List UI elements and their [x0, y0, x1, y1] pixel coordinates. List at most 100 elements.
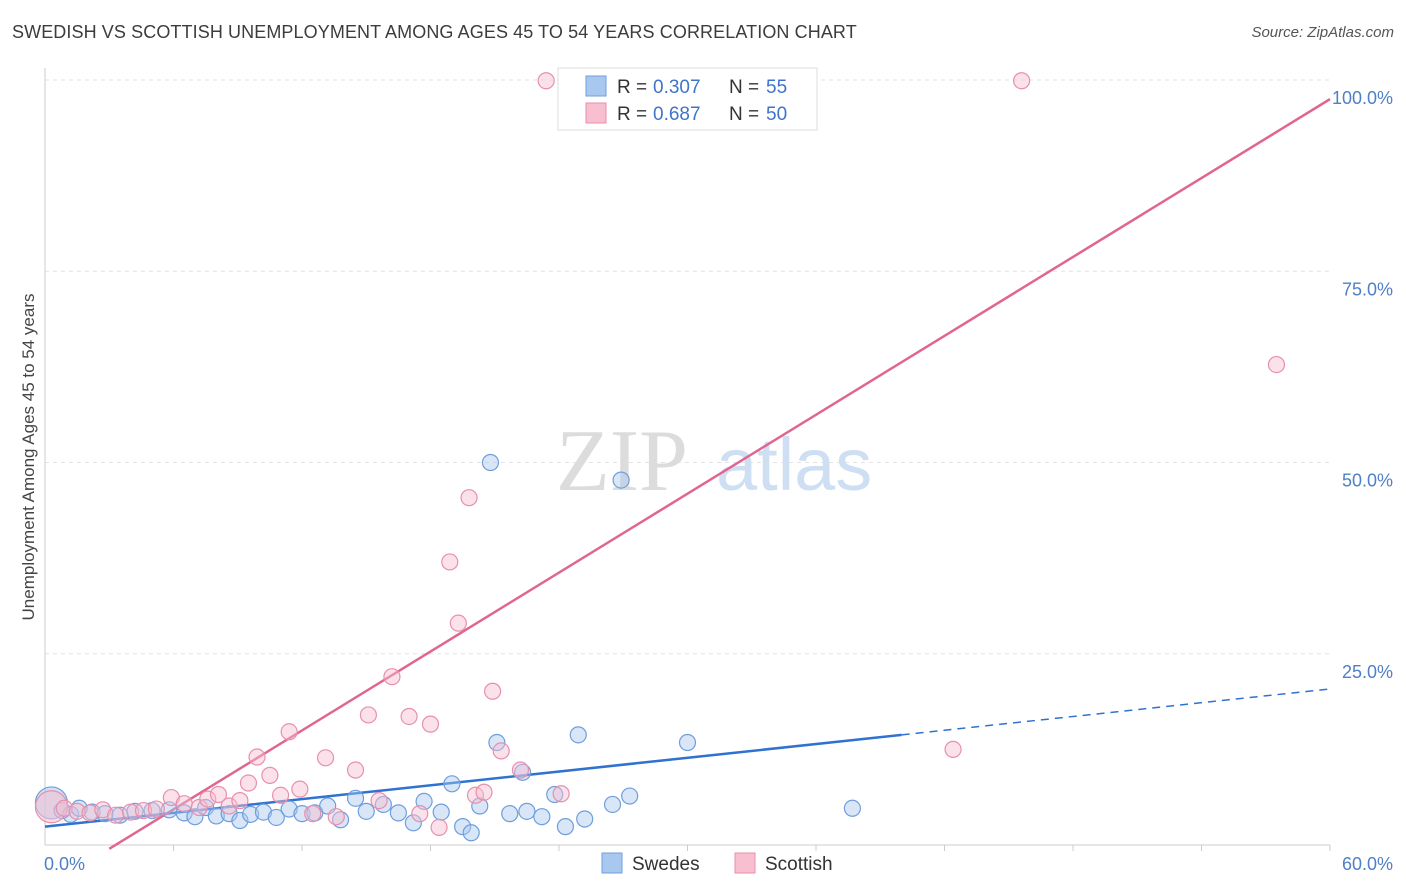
- swedes-point-38: [513, 763, 532, 781]
- points-swedes: [34, 453, 862, 842]
- bottom-legend-swatch-swedes: [601, 852, 623, 874]
- scottish-point-47: [1267, 355, 1286, 374]
- y-axis-label: Unemployment Among Ages 45 to 54 years: [19, 294, 38, 621]
- trendline-swedes-dashed: [901, 688, 1331, 736]
- scottish-point-32: [430, 818, 448, 837]
- swedes-point-19: [280, 800, 298, 818]
- scottish-point-14: [220, 797, 238, 815]
- scottish-point-3: [81, 804, 99, 822]
- scottish-point-25: [346, 761, 365, 779]
- y-tick-label-1: 50.0%: [1342, 471, 1393, 491]
- scottish-point-17: [248, 748, 266, 766]
- swedes-point-36: [488, 733, 506, 752]
- swedes-point-10: [175, 804, 193, 822]
- y-tick-label-0: 25.0%: [1342, 662, 1393, 682]
- scottish-point-20: [280, 723, 298, 741]
- swedes-point-31: [443, 775, 461, 793]
- trendline-scottish-solid: [108, 98, 1331, 850]
- x-tick-labels: 0.0% 60.0%: [44, 854, 1393, 874]
- scottish-point-10: [175, 795, 193, 813]
- legend-r-value-swedes: 0.307: [653, 77, 701, 98]
- swedes-point-34: [471, 797, 489, 815]
- swedes-point-43: [569, 726, 587, 744]
- legend-r-label-swedes: R =: [617, 77, 647, 98]
- scottish-point-22: [304, 805, 322, 823]
- x-tick-label-0: 0.0%: [44, 854, 85, 874]
- scottish-point-30: [411, 805, 429, 823]
- scottish-point-28: [383, 668, 401, 686]
- scottish-point-38: [484, 682, 502, 700]
- swedes-point-46: [612, 471, 630, 489]
- swedes-point-24: [346, 789, 365, 807]
- axes: [44, 68, 1330, 846]
- swedes-point-13: [207, 807, 225, 825]
- scottish-point-19: [271, 786, 290, 804]
- scottish-point-39: [492, 742, 510, 760]
- swedes-point-48: [678, 733, 697, 752]
- legend-r-value-scottish: 0.687: [653, 104, 701, 125]
- trendline-scottish: [108, 98, 1331, 850]
- chart-title: SWEDISH VS SCOTTISH UNEMPLOYMENT AMONG A…: [12, 22, 857, 42]
- scottish-point-45: [944, 740, 962, 758]
- y-tick-label-2: 75.0%: [1342, 279, 1393, 299]
- swedes-point-45: [603, 795, 622, 814]
- scottish-point-31: [421, 715, 440, 733]
- swedes-point-39: [518, 802, 536, 820]
- scottish-point-21: [291, 780, 309, 798]
- scottish-point-15: [231, 792, 249, 810]
- scottish-point-46: [1012, 72, 1031, 90]
- scottish-point-35: [460, 489, 478, 507]
- swedes-point-40: [533, 808, 551, 826]
- swedes-point-32: [454, 818, 472, 836]
- swedes-point-42: [556, 818, 575, 836]
- scottish-point-13: [209, 785, 228, 804]
- swedes-point-30: [432, 803, 450, 821]
- y-tick-labels: 25.0% 50.0% 75.0% 100.0%: [1332, 88, 1393, 682]
- swedes-point-35: [481, 453, 500, 472]
- scottish-point-24: [327, 808, 345, 826]
- scottish-point-16: [239, 774, 258, 792]
- swedes-point-17: [254, 803, 273, 821]
- swedes-point-25: [357, 802, 375, 820]
- scottish-point-8: [147, 800, 165, 818]
- bottom-legend-label-swedes: Swedes: [632, 854, 700, 875]
- legend-top: R = 0.307 N = 55 R = 0.687 N = 50: [557, 67, 818, 131]
- legend-n-label-swedes: N =: [729, 77, 759, 98]
- scottish-point-41: [537, 72, 555, 90]
- swedes-point-27: [389, 804, 407, 822]
- swedes-point-3: [70, 799, 88, 817]
- legend-r-label-scottish: R =: [617, 104, 647, 125]
- scottish-point-1: [55, 799, 73, 817]
- watermark-zip: ZIP: [556, 413, 688, 510]
- swedes-point-44: [576, 810, 594, 828]
- legend-n-value-swedes: 55: [766, 77, 787, 98]
- swedes-point-49: [843, 799, 862, 817]
- scottish-point-2: [68, 802, 86, 820]
- scottish-point-7: [134, 801, 153, 820]
- bottom-legend-swatch-scottish: [734, 852, 756, 874]
- scottish-point-34: [449, 614, 467, 632]
- scottish-point-18: [261, 766, 279, 784]
- legend-n-label-scottish: N =: [729, 104, 759, 125]
- scottish-point-23: [316, 749, 335, 767]
- scottish-point-12: [199, 790, 217, 808]
- swedes-point-37: [501, 805, 519, 823]
- scottish-point-42: [552, 785, 570, 803]
- swedes-point-18: [267, 808, 285, 827]
- bottom-legend-label-scottish: Scottish: [765, 854, 833, 875]
- scottish-point-37: [475, 783, 493, 801]
- legend-n-value-scottish: 50: [766, 104, 787, 125]
- scottish-point-5: [107, 806, 125, 824]
- scottish-point-29: [400, 707, 418, 726]
- swedes-point-16: [242, 805, 260, 824]
- scottish-point-4: [94, 801, 112, 819]
- scottish-point-6: [122, 803, 140, 821]
- source-credit: Source: ZipAtlas.com: [1251, 24, 1394, 41]
- y-tick-label-3: 100.0%: [1332, 88, 1393, 108]
- swedes-point-28: [404, 814, 422, 832]
- x-tick-label-1: 60.0%: [1342, 854, 1393, 874]
- legend-swatch-scottish: [585, 102, 607, 124]
- scottish-point-40: [511, 761, 530, 779]
- swedes-point-41: [546, 785, 564, 804]
